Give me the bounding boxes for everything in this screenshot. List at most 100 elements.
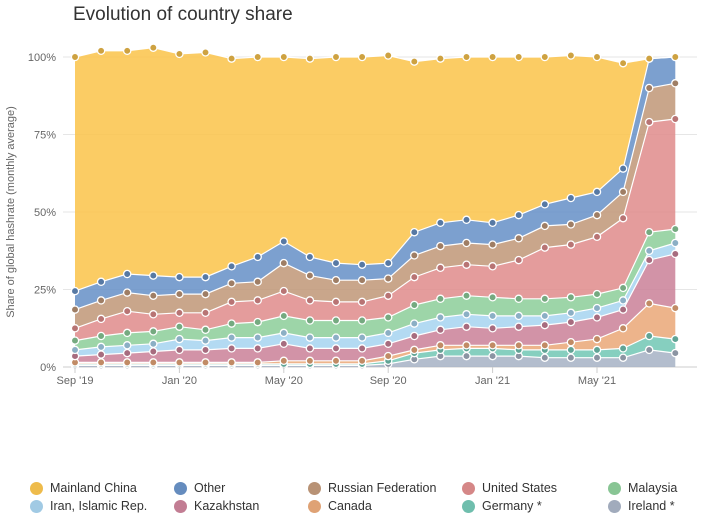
point-united-states[interactable] — [383, 291, 393, 300]
point-united-states[interactable] — [540, 243, 550, 252]
point-canada[interactable] — [122, 358, 132, 367]
point-kazakhstan[interactable] — [305, 344, 315, 353]
point-mainland-china[interactable] — [331, 52, 341, 62]
point-other[interactable] — [331, 258, 341, 268]
point-mainland-china[interactable] — [671, 52, 680, 62]
point-iran-islamic-rep[interactable] — [70, 345, 80, 355]
point-other[interactable] — [462, 215, 471, 225]
point-united-states[interactable] — [671, 114, 680, 124]
point-ireland[interactable] — [566, 353, 576, 362]
legend-item-iran-islamic-rep[interactable]: Iran, Islamic Rep. — [30, 499, 147, 513]
point-mainland-china[interactable] — [253, 52, 262, 62]
legend-item-russian-federation[interactable]: Russian Federation — [308, 481, 436, 495]
point-russian-federation[interactable] — [279, 258, 289, 268]
legend-item-malaysia[interactable]: Malaysia — [608, 481, 677, 495]
point-other[interactable] — [96, 277, 106, 287]
point-iran-islamic-rep[interactable] — [227, 333, 236, 342]
point-canada[interactable] — [618, 324, 628, 333]
point-other[interactable] — [279, 237, 289, 246]
point-iran-islamic-rep[interactable] — [357, 333, 367, 342]
point-kazakhstan[interactable] — [462, 322, 471, 331]
point-ireland[interactable] — [644, 345, 654, 355]
point-canada[interactable] — [514, 341, 523, 350]
point-canada[interactable] — [227, 358, 236, 367]
legend-item-kazakhstan[interactable]: Kazakhstan — [174, 499, 259, 513]
point-kazakhstan[interactable] — [253, 344, 262, 353]
point-kazakhstan[interactable] — [436, 325, 445, 335]
point-canada[interactable] — [149, 358, 158, 367]
point-mainland-china[interactable] — [618, 58, 628, 68]
point-iran-islamic-rep[interactable] — [618, 296, 628, 305]
point-germany[interactable] — [566, 345, 576, 355]
point-other[interactable] — [436, 218, 445, 228]
point-kazakhstan[interactable] — [122, 348, 132, 358]
point-mainland-china[interactable] — [592, 52, 602, 62]
point-canada[interactable] — [201, 358, 210, 367]
point-other[interactable] — [618, 164, 628, 173]
point-canada[interactable] — [383, 351, 393, 361]
point-malaysia[interactable] — [253, 317, 262, 327]
point-iran-islamic-rep[interactable] — [279, 328, 289, 338]
point-kazakhstan[interactable] — [357, 344, 367, 353]
point-russian-federation[interactable] — [540, 221, 550, 231]
point-malaysia[interactable] — [279, 311, 289, 321]
point-iran-islamic-rep[interactable] — [175, 334, 184, 344]
point-other[interactable] — [410, 227, 419, 237]
point-other[interactable] — [227, 262, 236, 271]
legend-item-germany[interactable]: Germany * — [462, 499, 542, 513]
legend-item-united-states[interactable]: United States — [462, 481, 557, 495]
point-malaysia[interactable] — [540, 294, 550, 304]
point-germany[interactable] — [671, 334, 680, 344]
point-other[interactable] — [592, 187, 602, 197]
point-malaysia[interactable] — [227, 319, 236, 328]
point-malaysia[interactable] — [201, 325, 210, 335]
point-malaysia[interactable] — [383, 313, 393, 322]
point-other[interactable] — [514, 210, 523, 220]
point-united-states[interactable] — [566, 240, 576, 249]
point-mainland-china[interactable] — [566, 51, 576, 60]
point-united-states[interactable] — [253, 296, 262, 305]
point-iran-islamic-rep[interactable] — [253, 333, 262, 342]
point-ireland[interactable] — [618, 353, 628, 362]
point-mainland-china[interactable] — [644, 54, 654, 63]
point-malaysia[interactable] — [305, 316, 315, 325]
point-united-states[interactable] — [592, 232, 602, 242]
point-united-states[interactable] — [462, 260, 471, 269]
point-iran-islamic-rep[interactable] — [305, 333, 315, 342]
point-united-states[interactable] — [357, 297, 367, 307]
point-mainland-china[interactable] — [436, 54, 445, 63]
point-canada[interactable] — [331, 356, 341, 366]
point-russian-federation[interactable] — [514, 234, 523, 243]
point-united-states[interactable] — [410, 272, 419, 282]
point-other[interactable] — [149, 271, 158, 280]
point-mainland-china[interactable] — [175, 49, 184, 59]
point-united-states[interactable] — [227, 297, 236, 307]
point-kazakhstan[interactable] — [96, 350, 106, 359]
point-russian-federation[interactable] — [253, 277, 262, 287]
point-iran-islamic-rep[interactable] — [149, 339, 158, 349]
point-mainland-china[interactable] — [514, 52, 523, 62]
point-iran-islamic-rep[interactable] — [383, 328, 393, 338]
point-canada[interactable] — [592, 334, 602, 344]
point-united-states[interactable] — [488, 262, 497, 271]
point-russian-federation[interactable] — [644, 83, 654, 93]
point-russian-federation[interactable] — [410, 251, 419, 260]
point-mainland-china[interactable] — [488, 52, 497, 62]
point-iran-islamic-rep[interactable] — [514, 311, 523, 321]
point-germany[interactable] — [644, 331, 654, 341]
point-canada[interactable] — [253, 358, 262, 367]
point-canada[interactable] — [96, 358, 106, 367]
point-kazakhstan[interactable] — [331, 344, 341, 353]
point-iran-islamic-rep[interactable] — [671, 238, 680, 248]
point-russian-federation[interactable] — [122, 288, 132, 297]
point-russian-federation[interactable] — [436, 241, 445, 251]
point-canada[interactable] — [644, 299, 654, 308]
point-malaysia[interactable] — [331, 316, 341, 325]
point-malaysia[interactable] — [357, 316, 367, 325]
point-united-states[interactable] — [305, 296, 315, 305]
point-kazakhstan[interactable] — [592, 313, 602, 322]
point-iran-islamic-rep[interactable] — [201, 336, 210, 345]
point-kazakhstan[interactable] — [227, 344, 236, 353]
point-mainland-china[interactable] — [462, 52, 471, 62]
point-ireland[interactable] — [540, 353, 550, 362]
